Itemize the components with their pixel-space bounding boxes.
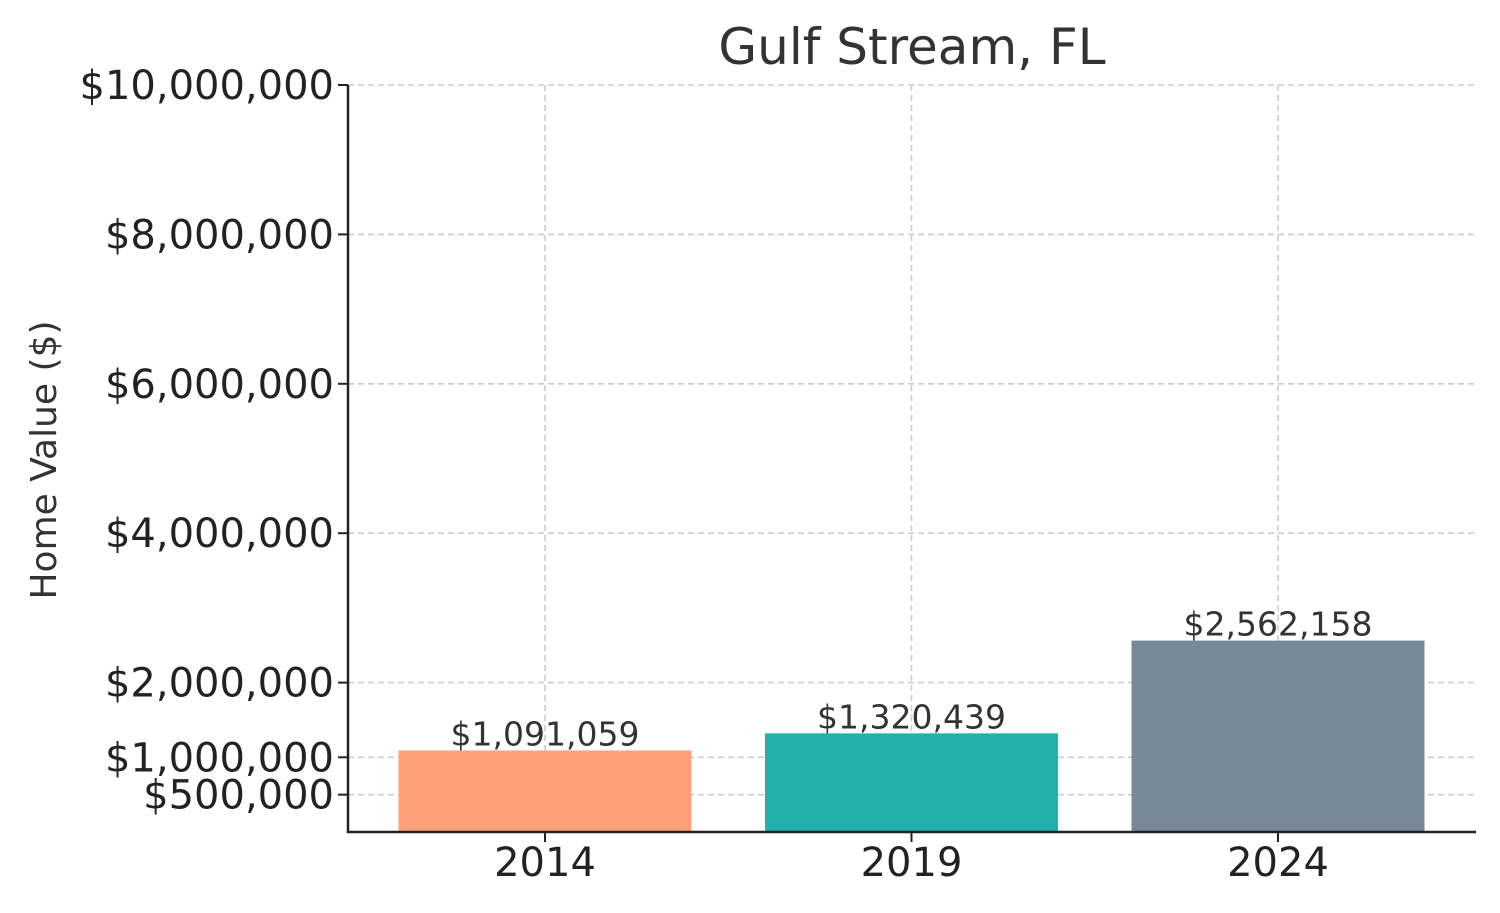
y-axis-label: Home Value ($) xyxy=(24,320,65,599)
y-tick-label: $8,000,000 xyxy=(105,212,334,258)
y-tick-label: $1,000,000 xyxy=(105,735,334,781)
bar-value-label: $2,562,158 xyxy=(1184,605,1373,644)
axes xyxy=(338,84,1476,842)
x-tick-label: 2024 xyxy=(1227,840,1329,886)
y-tick-label: $2,000,000 xyxy=(105,661,334,707)
bar-value-label: $1,320,439 xyxy=(817,697,1006,736)
y-tick-label: $500,000 xyxy=(143,773,334,819)
chart-title: Gulf Stream, FL xyxy=(718,18,1105,76)
tick-labels: $1,091,059 $1,320,439$2,562,158$500,000$1… xyxy=(80,63,1373,886)
x-tick-label: 2019 xyxy=(861,840,963,886)
y-tick-label: $4,000,000 xyxy=(105,511,334,557)
bar-2014 xyxy=(398,750,692,832)
y-tick-label: $6,000,000 xyxy=(105,362,334,408)
bar-2024 xyxy=(1131,640,1425,832)
y-tick-label: $10,000,000 xyxy=(80,63,334,109)
bars xyxy=(398,640,1425,832)
x-tick-label: 2014 xyxy=(494,840,596,886)
bar-2019 xyxy=(765,733,1058,832)
bar-value-label: $1,091,059 xyxy=(451,714,640,753)
